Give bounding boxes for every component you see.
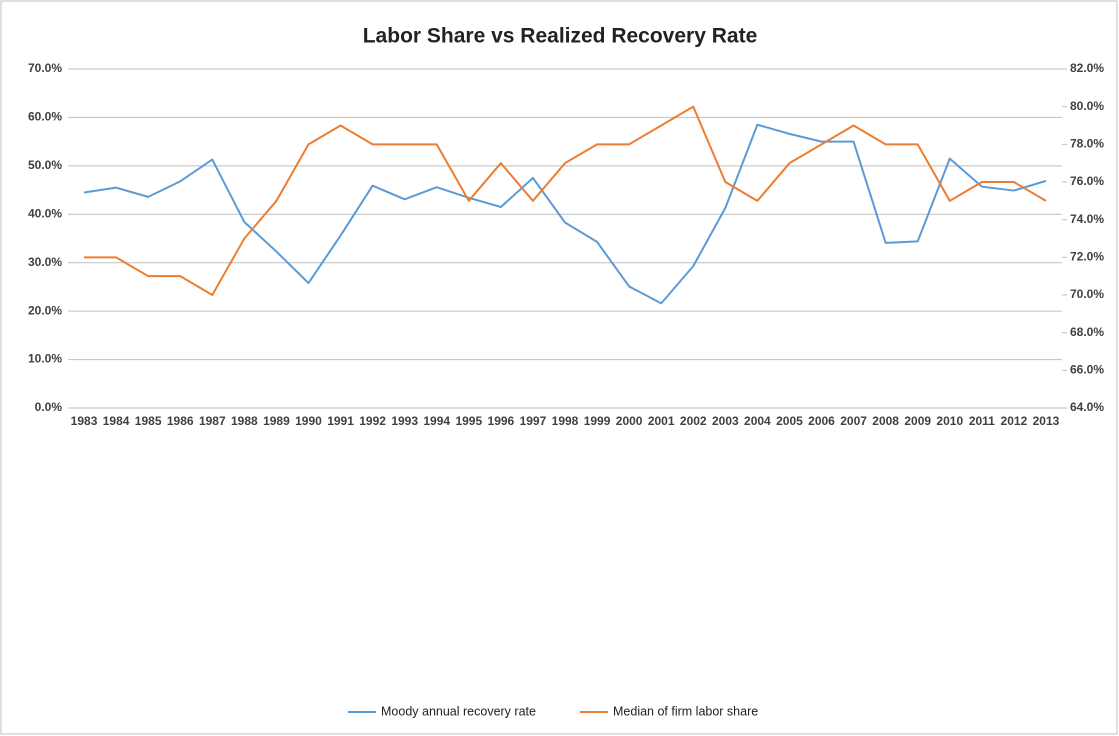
x-tick-label: 2002 [680, 414, 707, 428]
x-tick-label: 1992 [359, 414, 386, 428]
y-tick-label: 30.0% [28, 255, 62, 269]
x-tick-label: 2008 [872, 414, 899, 428]
x-tick-label: 1996 [488, 414, 515, 428]
y-tick-label: 50.0% [28, 158, 62, 172]
x-tick-label: 1983 [71, 414, 98, 428]
x-tick-label: 1993 [391, 414, 418, 428]
y2-tick-label: 64.0% [1070, 400, 1104, 414]
x-tick-label: 2003 [712, 414, 739, 428]
x-tick-label: 2009 [904, 414, 931, 428]
x-tick-label: 2001 [648, 414, 675, 428]
y2-tick-label: 80.0% [1070, 99, 1104, 113]
x-tick-label: 2006 [808, 414, 835, 428]
x-tick-label: 2012 [1001, 414, 1028, 428]
x-tick-label: 2000 [616, 414, 643, 428]
legend-label: Moody annual recovery rate [381, 704, 536, 718]
legend-label: Median of firm labor share [613, 704, 758, 718]
y2-tick-label: 68.0% [1070, 325, 1104, 339]
x-tick-label: 2010 [936, 414, 963, 428]
x-tick-label: 1988 [231, 414, 258, 428]
y2-tick-label: 70.0% [1070, 287, 1104, 301]
y2-tick-label: 74.0% [1070, 212, 1104, 226]
x-tick-label: 1998 [552, 414, 579, 428]
y2-tick-label: 76.0% [1070, 174, 1104, 188]
x-tick-label: 1986 [167, 414, 194, 428]
x-tick-label: 1984 [103, 414, 130, 428]
series-line [84, 105, 1047, 296]
x-tick-label: 1997 [520, 414, 547, 428]
x-tick-label: 1990 [295, 414, 322, 428]
y-tick-label: 70.0% [28, 61, 62, 75]
x-tick-label: 1985 [135, 414, 162, 428]
y-tick-label: 60.0% [28, 110, 62, 124]
chart-title: Labor Share vs Realized Recovery Rate [363, 25, 758, 48]
series-line [83, 123, 1047, 305]
x-tick-label: 1995 [455, 414, 482, 428]
y2-tick-label: 82.0% [1070, 61, 1104, 75]
x-tick-label: 2007 [840, 414, 867, 428]
x-tick-label: 2004 [744, 414, 771, 428]
x-tick-label: 2011 [969, 414, 995, 428]
x-tick-label: 2005 [776, 414, 803, 428]
y2-tick-label: 66.0% [1070, 363, 1104, 377]
x-tick-label: 1991 [327, 414, 354, 428]
x-tick-label: 2013 [1033, 414, 1060, 428]
y-tick-label: 20.0% [28, 303, 62, 317]
y-tick-label: 0.0% [35, 400, 63, 414]
y-tick-label: 10.0% [28, 352, 62, 366]
x-tick-label: 1999 [584, 414, 611, 428]
x-tick-label: 1989 [263, 414, 290, 428]
y2-tick-label: 78.0% [1070, 137, 1104, 151]
x-tick-label: 1994 [423, 414, 450, 428]
y2-tick-label: 72.0% [1070, 250, 1104, 264]
x-tick-label: 1987 [199, 414, 226, 428]
y-tick-label: 40.0% [28, 206, 62, 220]
